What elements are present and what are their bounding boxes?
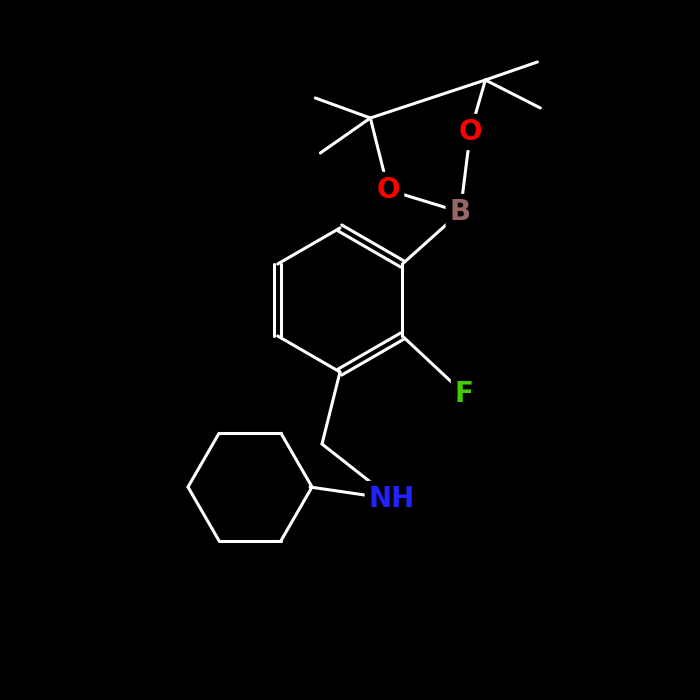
Text: O: O	[377, 176, 400, 204]
Text: O: O	[458, 118, 482, 146]
Text: B: B	[450, 198, 471, 226]
Text: NH: NH	[369, 485, 415, 513]
Text: F: F	[455, 380, 474, 408]
